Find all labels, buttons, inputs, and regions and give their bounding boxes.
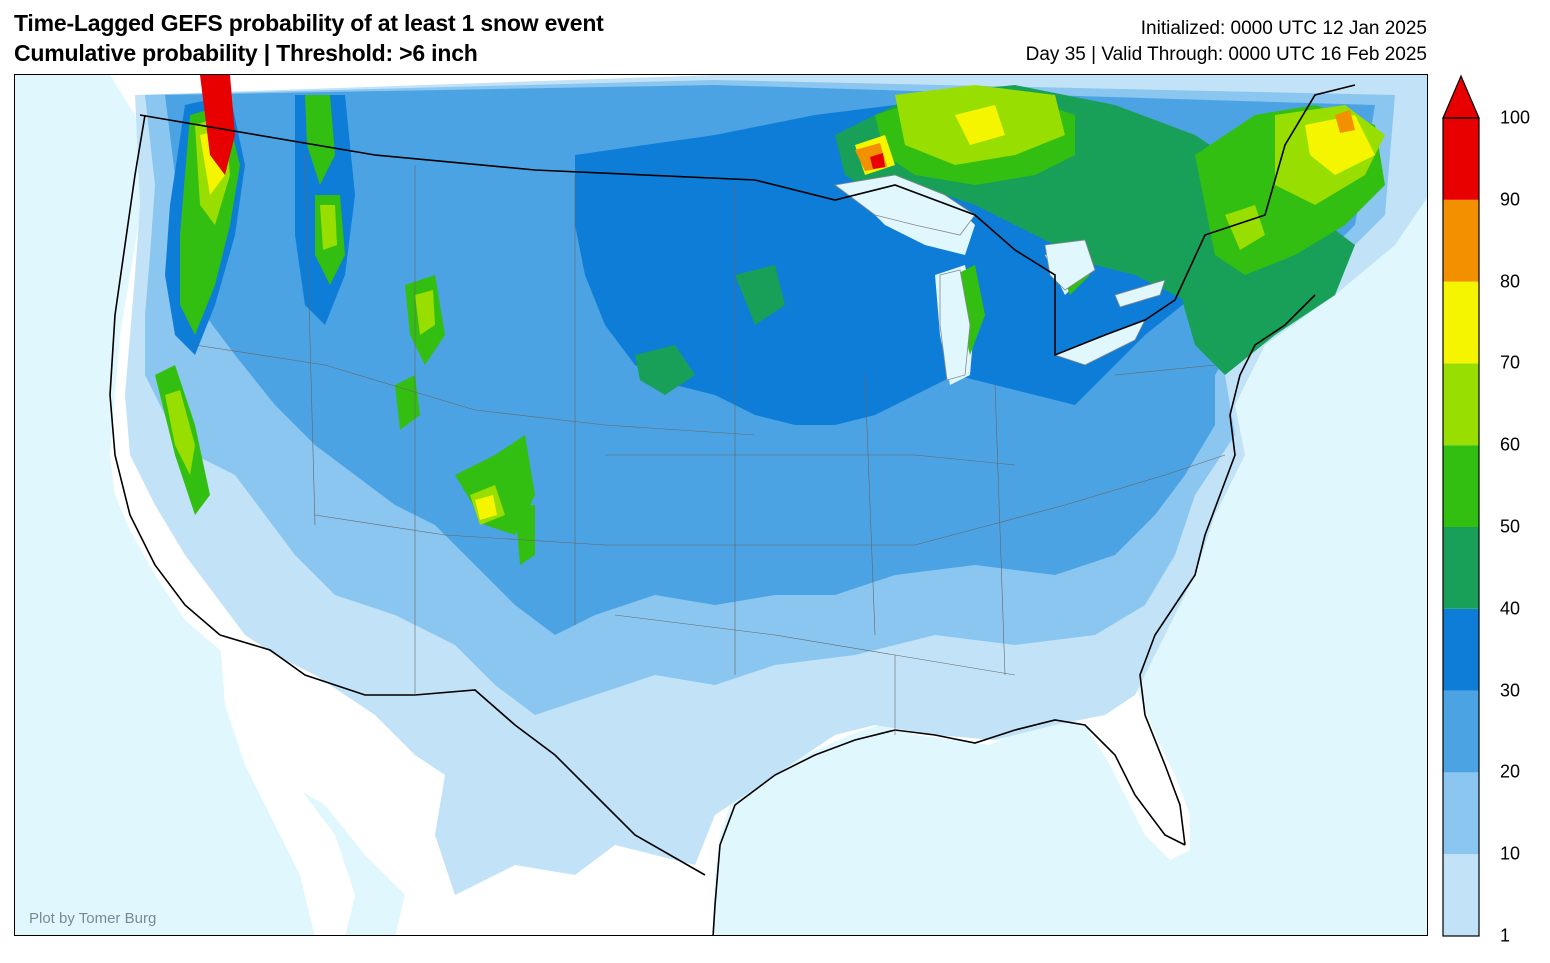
colorbar-tick-label: 60 bbox=[1500, 434, 1521, 455]
map-panel: Plot by Tomer Burg bbox=[14, 74, 1428, 936]
colorbar-tick-label: 30 bbox=[1500, 680, 1521, 701]
colorbar-segment bbox=[1443, 527, 1479, 609]
colorbar-segment bbox=[1443, 363, 1479, 446]
coastline-east bbox=[1139, 294, 1316, 846]
colorbar-segment bbox=[1443, 281, 1479, 364]
colorbar-tick-label: 70 bbox=[1500, 352, 1521, 373]
map-title: Time-Lagged GEFS probability of at least… bbox=[14, 10, 604, 36]
colorbar-segment bbox=[1443, 445, 1479, 527]
state-lines bbox=[194, 154, 1226, 735]
colorbar-tick-label: 20 bbox=[1500, 761, 1521, 782]
colorbar-tick-label: 10 bbox=[1500, 843, 1521, 864]
colorbar bbox=[1442, 74, 1480, 937]
great-lakes bbox=[834, 174, 1166, 381]
colorbar-tick-label: 1 bbox=[1500, 925, 1511, 946]
colorbar-extend-arrow bbox=[1442, 74, 1480, 119]
colorbar-segment bbox=[1443, 199, 1479, 282]
initialized-label: Initialized: 0000 UTC 12 Jan 2025 bbox=[1140, 18, 1427, 39]
colorbar-tick-label: 90 bbox=[1500, 189, 1521, 210]
colorbar-tick-label: 80 bbox=[1500, 271, 1521, 292]
colorbar-segment bbox=[1443, 118, 1479, 200]
colorbar-segment bbox=[1443, 608, 1479, 691]
colorbar-tick-label: 50 bbox=[1500, 516, 1521, 537]
colorbar-segment bbox=[1443, 772, 1479, 855]
colorbar-segment bbox=[1443, 854, 1479, 936]
colorbar-tick-label: 40 bbox=[1500, 598, 1521, 619]
colorbar-tick-label: 100 bbox=[1500, 107, 1531, 128]
baja-peninsula bbox=[220, 640, 355, 935]
boundaries bbox=[109, 84, 1356, 935]
map-subtitle: Cumulative probability | Threshold: >6 i… bbox=[14, 40, 478, 66]
snow-probability-map bbox=[109, 75, 1427, 935]
plot-credit: Plot by Tomer Burg bbox=[29, 910, 157, 927]
us-canada-border bbox=[139, 84, 1356, 357]
colorbar-segment bbox=[1443, 690, 1479, 773]
coastline-gulf bbox=[712, 719, 1186, 935]
us-mexico-border bbox=[219, 634, 706, 876]
valid-through-label: Day 35 | Valid Through: 0000 UTC 16 Feb … bbox=[1025, 44, 1427, 65]
coastline-west bbox=[109, 114, 221, 636]
